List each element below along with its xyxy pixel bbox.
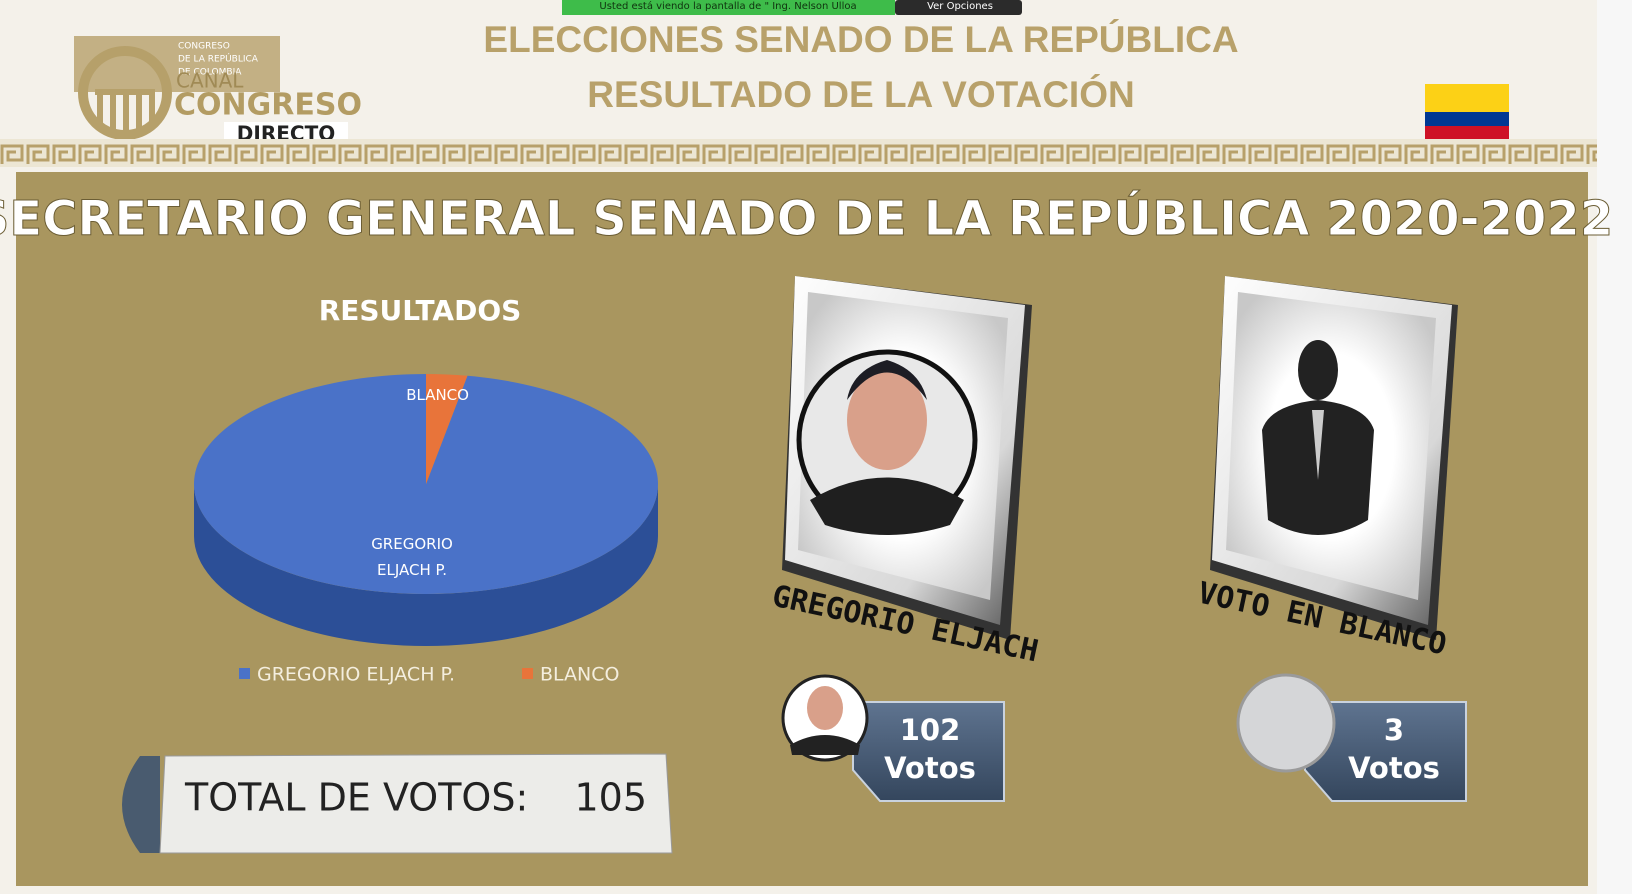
slice-label: GREGORIO ELJACH P. — [371, 535, 453, 579]
logo-canal: CANAL — [176, 69, 244, 93]
total-value: 105 — [574, 776, 647, 820]
total-tab — [122, 756, 160, 853]
legend-label: GREGORIO ELJACH P. — [257, 664, 455, 686]
total-box — [159, 753, 673, 854]
vote-avatar-face — [807, 686, 843, 730]
photo-frame — [782, 276, 1032, 640]
logo-small-line: DE LA REPÚBLICA — [178, 53, 259, 65]
legend-swatch — [239, 668, 250, 679]
slide-title: SECRETARIO GENERAL SENADO DE LA REPÚBLIC… — [0, 190, 1613, 247]
vote-avatar-suit — [790, 735, 860, 755]
vote-count: 3 — [1384, 713, 1404, 747]
pie-slice — [426, 374, 468, 484]
vote-avatar — [1236, 673, 1336, 773]
greek-border — [0, 139, 1597, 167]
vote-box — [852, 701, 1005, 802]
slice-label-box: BLANCO — [406, 386, 469, 404]
pie-slice — [194, 374, 659, 594]
header-subtitle: RESULTADO DE LA VOTACIÓN — [587, 73, 1134, 115]
share-banner-text: Usted está viendo la pantalla de " Ing. … — [599, 0, 856, 12]
vote-unit: Votos — [884, 751, 976, 785]
legend-swatch — [522, 668, 533, 679]
slice-label: BLANCO — [406, 386, 469, 404]
header-title: ELECCIONES SENADO DE LA REPÚBLICA — [483, 18, 1238, 60]
options-button[interactable] — [895, 0, 1022, 15]
logo-small-line: CONGRESO — [178, 42, 230, 52]
share-banner — [562, 0, 895, 15]
options-button-text[interactable]: Ver Opciones — [927, 1, 993, 12]
logo — [74, 36, 280, 140]
total-label: TOTAL DE VOTOS: — [184, 776, 528, 820]
logo-congreso: CONGRESO — [174, 88, 362, 123]
side-margin — [1597, 0, 1632, 894]
flag — [1425, 84, 1509, 139]
legend-label: BLANCO — [540, 664, 620, 686]
logo-small-line: DE COLOMBIA — [178, 68, 242, 78]
pie-slice-side — [194, 484, 658, 646]
slice-label-box: GREGORIO ELJACH P. — [371, 535, 453, 579]
vote-count: 102 — [900, 713, 961, 747]
vote-unit: Votos — [1348, 751, 1440, 785]
chart-title: RESULTADOS — [319, 294, 522, 327]
photo-frame — [1210, 276, 1458, 640]
